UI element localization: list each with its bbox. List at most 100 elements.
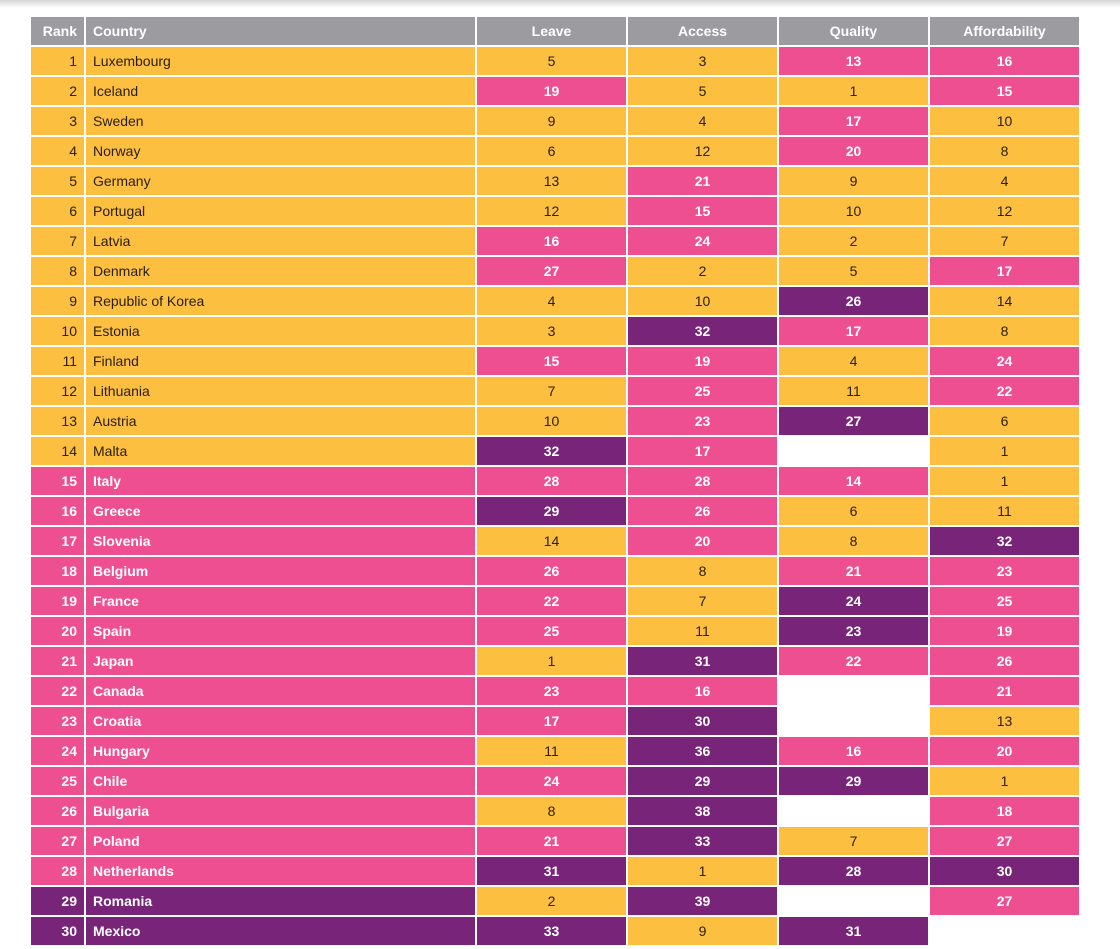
- table-row: 4 Norway 6 12 20 8: [31, 137, 1079, 165]
- affordability-cell: 19: [930, 617, 1079, 645]
- access-cell: 12: [628, 137, 777, 165]
- rank-cell: 17: [31, 527, 84, 555]
- leave-cell: 28: [477, 467, 626, 495]
- country-cell: Mexico: [86, 917, 475, 945]
- table-row: 7 Latvia 16 24 2 7: [31, 227, 1079, 255]
- rank-cell: 22: [31, 677, 84, 705]
- quality-cell: 11: [779, 377, 928, 405]
- leave-cell: 7: [477, 377, 626, 405]
- access-cell: 25: [628, 377, 777, 405]
- quality-cell: 9: [779, 167, 928, 195]
- affordability-cell: 27: [930, 827, 1079, 855]
- table-row: 11 Finland 15 19 4 24: [31, 347, 1079, 375]
- table-row: 1 Luxembourg 5 3 13 16: [31, 47, 1079, 75]
- quality-cell: 23: [779, 617, 928, 645]
- quality-cell: 17: [779, 317, 928, 345]
- quality-cell: 6: [779, 497, 928, 525]
- affordability-cell: 8: [930, 317, 1079, 345]
- access-cell: 38: [628, 797, 777, 825]
- rank-cell: 3: [31, 107, 84, 135]
- rank-cell: 5: [31, 167, 84, 195]
- quality-cell: [779, 707, 928, 735]
- table-row: 15 Italy 28 28 14 1: [31, 467, 1079, 495]
- leave-cell: 16: [477, 227, 626, 255]
- leave-cell: 5: [477, 47, 626, 75]
- access-cell: 33: [628, 827, 777, 855]
- quality-cell: 20: [779, 137, 928, 165]
- quality-cell: 8: [779, 527, 928, 555]
- table-row: 25 Chile 24 29 29 1: [31, 767, 1079, 795]
- leave-cell: 32: [477, 437, 626, 465]
- leave-cell: 29: [477, 497, 626, 525]
- rank-cell: 13: [31, 407, 84, 435]
- affordability-cell: 1: [930, 467, 1079, 495]
- quality-cell: [779, 677, 928, 705]
- leave-cell: 23: [477, 677, 626, 705]
- leave-cell: 1: [477, 647, 626, 675]
- rank-cell: 10: [31, 317, 84, 345]
- leave-cell: 24: [477, 767, 626, 795]
- affordability-cell: 30: [930, 857, 1079, 885]
- country-cell: Poland: [86, 827, 475, 855]
- table-row: 8 Denmark 27 2 5 17: [31, 257, 1079, 285]
- leave-cell: 15: [477, 347, 626, 375]
- country-cell: Netherlands: [86, 857, 475, 885]
- leave-cell: 9: [477, 107, 626, 135]
- quality-cell: 17: [779, 107, 928, 135]
- quality-cell: 2: [779, 227, 928, 255]
- table-row: 19 France 22 7 24 25: [31, 587, 1079, 615]
- country-cell: Spain: [86, 617, 475, 645]
- table-row: 21 Japan 1 31 22 26: [31, 647, 1079, 675]
- affordability-cell: 22: [930, 377, 1079, 405]
- country-cell: Malta: [86, 437, 475, 465]
- country-cell: Bulgaria: [86, 797, 475, 825]
- quality-cell: 1: [779, 77, 928, 105]
- affordability-cell: 16: [930, 47, 1079, 75]
- rank-cell: 12: [31, 377, 84, 405]
- quality-cell: 10: [779, 197, 928, 225]
- table-row: 27 Poland 21 33 7 27: [31, 827, 1079, 855]
- rank-cell: 16: [31, 497, 84, 525]
- header-quality: Quality: [779, 17, 928, 45]
- affordability-cell: 6: [930, 407, 1079, 435]
- table-row: 29 Romania 2 39 27: [31, 887, 1079, 915]
- quality-cell: 7: [779, 827, 928, 855]
- table-row: 3 Sweden 9 4 17 10: [31, 107, 1079, 135]
- access-cell: 30: [628, 707, 777, 735]
- access-cell: 11: [628, 617, 777, 645]
- leave-cell: 22: [477, 587, 626, 615]
- country-cell: France: [86, 587, 475, 615]
- rank-cell: 25: [31, 767, 84, 795]
- rank-cell: 14: [31, 437, 84, 465]
- leave-cell: 3: [477, 317, 626, 345]
- rank-cell: 23: [31, 707, 84, 735]
- affordability-cell: 23: [930, 557, 1079, 585]
- leave-cell: 2: [477, 887, 626, 915]
- access-cell: 4: [628, 107, 777, 135]
- access-cell: 17: [628, 437, 777, 465]
- quality-cell: 4: [779, 347, 928, 375]
- rank-cell: 9: [31, 287, 84, 315]
- access-cell: 36: [628, 737, 777, 765]
- rank-cell: 8: [31, 257, 84, 285]
- affordability-cell: 13: [930, 707, 1079, 735]
- leave-cell: 25: [477, 617, 626, 645]
- affordability-cell: 4: [930, 167, 1079, 195]
- country-cell: Belgium: [86, 557, 475, 585]
- header-leave: Leave: [477, 17, 626, 45]
- country-cell: Italy: [86, 467, 475, 495]
- table-row: 22 Canada 23 16 21: [31, 677, 1079, 705]
- leave-cell: 33: [477, 917, 626, 945]
- affordability-cell: 8: [930, 137, 1079, 165]
- table-row: 14 Malta 32 17 1: [31, 437, 1079, 465]
- leave-cell: 27: [477, 257, 626, 285]
- access-cell: 19: [628, 347, 777, 375]
- country-cell: Romania: [86, 887, 475, 915]
- access-cell: 28: [628, 467, 777, 495]
- country-cell: Finland: [86, 347, 475, 375]
- country-cell: Iceland: [86, 77, 475, 105]
- table-row: 24 Hungary 11 36 16 20: [31, 737, 1079, 765]
- quality-cell: [779, 887, 928, 915]
- affordability-cell: 32: [930, 527, 1079, 555]
- quality-cell: 13: [779, 47, 928, 75]
